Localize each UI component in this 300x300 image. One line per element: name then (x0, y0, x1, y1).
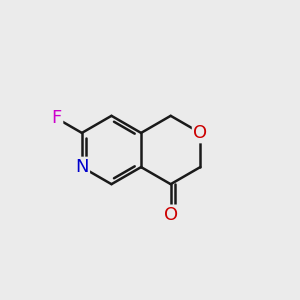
Text: O: O (164, 206, 178, 224)
Text: F: F (52, 110, 62, 128)
Text: N: N (75, 158, 88, 176)
Text: O: O (193, 124, 207, 142)
